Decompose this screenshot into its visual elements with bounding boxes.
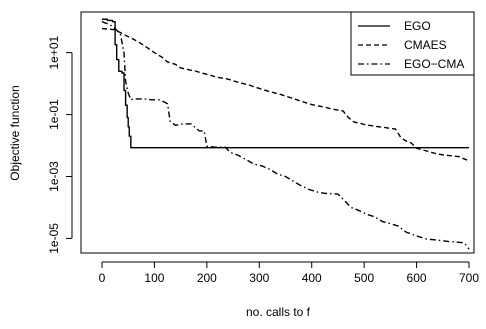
series-layer: [101, 18, 470, 250]
legend-label-cmaes: CMAES: [404, 38, 447, 52]
x-tick-label: 700: [459, 271, 479, 285]
plot-area: [80, 11, 475, 254]
x-tick-label: 600: [407, 271, 427, 285]
legend-label-ego: EGO: [404, 19, 431, 33]
y-tick-label: 1e-03: [47, 161, 61, 192]
series-line-cmaes: [101, 27, 470, 162]
x-tick-label: 500: [354, 271, 374, 285]
legend-label-ego-cma: EGO−CMA: [404, 57, 464, 71]
plot-frame: [80, 11, 475, 254]
y-tick-label: 1e-01: [47, 99, 61, 130]
x-axis-label: no. calls to f: [246, 305, 311, 319]
x-tick-label: 400: [302, 271, 322, 285]
x-tick-label: 100: [144, 271, 164, 285]
x-tick-label: 0: [99, 271, 106, 285]
x-tick-label: 200: [197, 271, 217, 285]
x-tick-label: 300: [249, 271, 269, 285]
x-axis: 0 100 200 300 400 500 600 700: [99, 261, 479, 285]
y-axis-label: Objective function: [8, 85, 22, 180]
legend: EGO CMAES EGO−CMA: [350, 11, 475, 76]
series-line-ego: [102, 18, 469, 149]
y-axis: 1e-05 1e-03 1e-01 1e+01: [47, 35, 73, 254]
y-tick-label: 1e-05: [47, 223, 61, 254]
y-tick-label: 1e+01: [47, 35, 61, 69]
